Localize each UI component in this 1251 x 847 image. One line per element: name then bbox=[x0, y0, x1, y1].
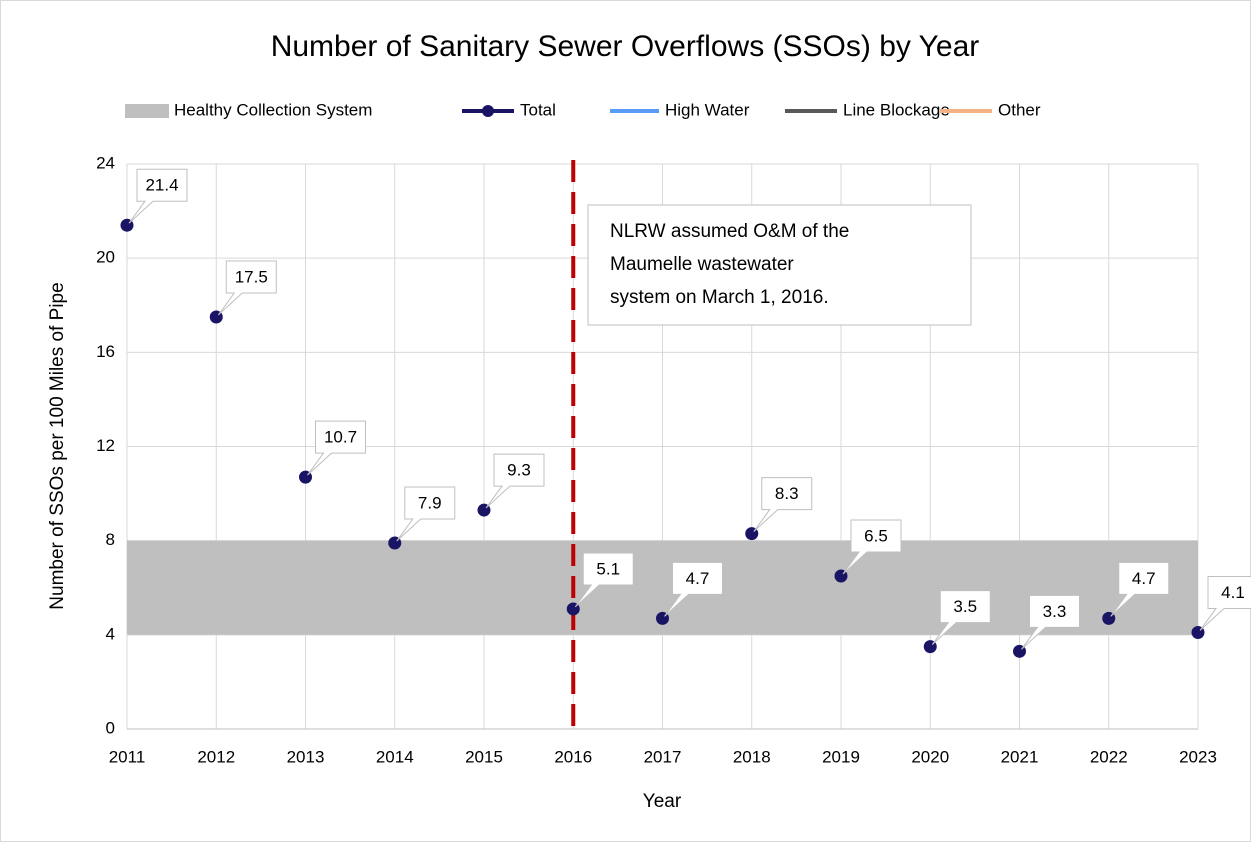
data-label-box bbox=[842, 519, 902, 575]
x-tick-label: 2011 bbox=[109, 747, 146, 766]
x-tick-label: 2016 bbox=[554, 747, 592, 766]
y-tick-label: 0 bbox=[106, 718, 115, 737]
x-tick-label: 2023 bbox=[1179, 747, 1217, 766]
chart-title: Number of Sanitary Sewer Overflows (SSOs… bbox=[271, 30, 980, 63]
data-label-box bbox=[1021, 594, 1080, 650]
y-tick-label: 8 bbox=[106, 530, 115, 549]
data-label-box bbox=[931, 590, 991, 645]
data-label: 8.3 bbox=[775, 484, 799, 503]
y-tick-label: 4 bbox=[106, 624, 115, 643]
y-tick-label: 24 bbox=[96, 153, 115, 172]
data-label-box bbox=[307, 420, 366, 476]
x-tick-label: 2018 bbox=[733, 747, 771, 766]
y-tick-label: 16 bbox=[96, 342, 115, 361]
data-label-box bbox=[217, 260, 277, 316]
data-label-box bbox=[1110, 561, 1170, 617]
legend-label: Line Blockage bbox=[843, 100, 950, 119]
data-label: 5.1 bbox=[596, 559, 620, 578]
x-tick-label: 2013 bbox=[287, 747, 325, 766]
data-label: 7.9 bbox=[418, 494, 442, 513]
data-label: 10.7 bbox=[324, 428, 357, 447]
annotation-text: system on March 1, 2016. bbox=[610, 287, 829, 308]
data-label-box bbox=[485, 453, 545, 509]
legend-label: Other bbox=[998, 100, 1041, 119]
x-tick-label: 2017 bbox=[644, 747, 682, 766]
data-label-box bbox=[128, 168, 188, 224]
data-label: 3.3 bbox=[1043, 602, 1067, 621]
x-tick-label: 2020 bbox=[911, 747, 949, 766]
y-axis-label: Number of SSOs per 100 Miles of Pipe bbox=[47, 282, 68, 609]
y-tick-label: 20 bbox=[96, 248, 115, 267]
data-label: 4.7 bbox=[686, 569, 710, 588]
data-label-box bbox=[574, 552, 634, 608]
data-label-box bbox=[753, 477, 813, 532]
legend-label: Healthy Collection System bbox=[174, 100, 372, 119]
data-label: 3.5 bbox=[953, 597, 977, 616]
data-label: 4.1 bbox=[1221, 583, 1245, 602]
data-label-box bbox=[664, 561, 723, 617]
x-tick-label: 2022 bbox=[1090, 747, 1128, 766]
x-tick-label: 2021 bbox=[1001, 747, 1039, 766]
x-axis-label: Year bbox=[643, 791, 682, 812]
data-label: 4.7 bbox=[1132, 569, 1156, 588]
annotation-box bbox=[587, 204, 972, 326]
data-label: 21.4 bbox=[145, 176, 178, 195]
x-tick-label: 2012 bbox=[197, 747, 235, 766]
data-label: 6.5 bbox=[864, 526, 888, 545]
data-label: 17.5 bbox=[235, 268, 268, 287]
legend-label: Total bbox=[520, 100, 556, 119]
legend-label: High Water bbox=[665, 100, 750, 119]
x-tick-label: 2015 bbox=[465, 747, 503, 766]
x-tick-label: 2019 bbox=[822, 747, 860, 766]
legend-swatch bbox=[125, 104, 169, 118]
legend-marker bbox=[482, 105, 494, 117]
data-label-box bbox=[396, 486, 456, 542]
x-tick-label: 2014 bbox=[376, 747, 414, 766]
y-tick-label: 12 bbox=[96, 436, 115, 455]
data-label: 9.3 bbox=[507, 461, 531, 480]
data-label-box bbox=[1199, 575, 1251, 631]
annotation-text: Maumelle wastewater bbox=[610, 254, 794, 275]
annotation-text: NLRW assumed O&M of the bbox=[610, 221, 849, 242]
